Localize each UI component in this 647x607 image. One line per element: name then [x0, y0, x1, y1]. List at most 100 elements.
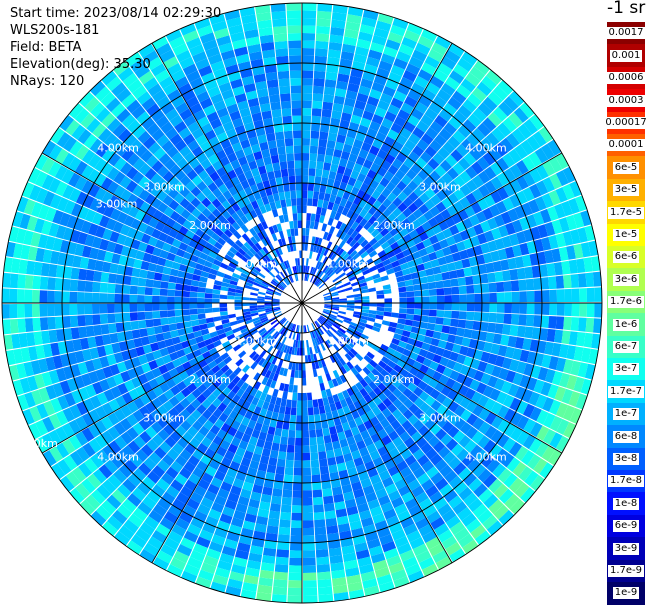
radial-line — [41, 152, 303, 304]
ppi-cell — [280, 318, 287, 326]
ppi-cell — [282, 176, 290, 185]
ppi-cell — [139, 201, 151, 213]
ppi-cell — [360, 315, 369, 321]
ppi-cell — [276, 458, 286, 468]
ppi-cell — [253, 265, 262, 273]
ppi-cell — [109, 263, 119, 274]
ppi-cell — [185, 403, 196, 415]
ppi-cell — [444, 76, 460, 91]
ppi-cell — [76, 401, 89, 416]
ppi-cell — [487, 240, 498, 252]
ppi-cell — [379, 92, 393, 104]
ppi-cell — [338, 523, 351, 533]
ppi-cell — [199, 373, 209, 384]
ppi-cell — [116, 108, 131, 123]
ppi-cell — [287, 168, 295, 177]
ppi-cell — [376, 574, 393, 586]
ppi-cell — [127, 440, 141, 454]
ppi-cell — [159, 303, 168, 311]
ppi-cell — [252, 317, 260, 322]
ppi-cell — [256, 300, 265, 303]
ppi-cell — [282, 115, 292, 124]
ppi-cell — [291, 93, 302, 101]
ppi-cell — [372, 377, 382, 387]
ppi-cell — [62, 136, 77, 152]
ppi-cell — [227, 443, 238, 454]
ppi-cell — [363, 394, 373, 404]
ppi-cell — [413, 290, 422, 297]
ppi-cell — [223, 56, 238, 68]
ppi-cell — [323, 503, 335, 512]
ppi-cell — [217, 560, 233, 572]
ppi-cell — [519, 291, 527, 303]
ppi-cell — [440, 56, 457, 70]
ppi-cell — [355, 131, 366, 142]
ppi-cell — [273, 33, 288, 42]
ppi-cell — [264, 203, 272, 212]
ppi-cell — [319, 262, 325, 271]
ppi-cell — [489, 388, 501, 402]
ppi-cell — [423, 175, 436, 188]
ppi-cell — [432, 549, 449, 564]
ppi-cell — [345, 396, 354, 406]
ppi-cell — [29, 406, 42, 422]
ppi-cell — [89, 347, 100, 360]
ppi-cell — [271, 356, 278, 365]
ppi-cell — [94, 434, 108, 449]
ppi-cell — [205, 369, 215, 379]
ppi-cell — [469, 444, 483, 458]
ppi-cell — [172, 358, 182, 368]
ppi-cell — [210, 93, 224, 105]
ppi-cell — [202, 522, 216, 535]
ppi-cell — [366, 169, 377, 180]
ppi-cell — [472, 503, 488, 519]
ppi-cell — [170, 385, 181, 396]
ppi-cell — [72, 255, 82, 268]
ppi-cell — [255, 323, 264, 330]
ppi-cell — [363, 242, 372, 251]
ppi-cell — [329, 210, 337, 219]
ppi-cell — [269, 201, 277, 211]
ppi-cell — [259, 141, 269, 151]
ppi-cell — [371, 113, 384, 125]
ppi-cell — [395, 134, 408, 146]
ppi-cell — [291, 512, 302, 521]
ppi-cell — [122, 284, 131, 294]
ppi-cell — [317, 199, 324, 208]
ppi-cell — [210, 118, 223, 130]
ppi-cell — [381, 356, 391, 365]
ppi-cell — [531, 327, 541, 340]
ppi-cell — [278, 283, 286, 289]
ppi-cell — [261, 196, 270, 205]
ppi-cell — [549, 173, 562, 190]
colorbar-swatch: 1.7e-7 — [607, 380, 645, 404]
ppi-cell — [280, 436, 288, 445]
ppi-cell — [501, 235, 512, 248]
ppi-cell — [307, 392, 313, 401]
ppi-cell — [452, 232, 463, 244]
ppi-cell — [328, 547, 342, 557]
ppi-cell — [452, 130, 466, 144]
ppi-cell — [111, 253, 121, 265]
ppi-cell — [178, 370, 189, 381]
ppi-cell — [216, 271, 225, 278]
ppi-cell — [594, 287, 602, 302]
ppi-cell — [538, 126, 553, 143]
ppi-cell — [196, 460, 209, 472]
ppi-cell — [384, 111, 397, 123]
ppi-cell — [203, 147, 216, 159]
ppi-cell — [175, 425, 187, 437]
ppi-cell — [46, 290, 55, 303]
ppi-cell — [127, 493, 142, 507]
ppi-cell — [127, 79, 143, 94]
ppi-cell — [245, 263, 254, 271]
ppi-cell — [154, 221, 166, 232]
ppi-cell — [441, 421, 454, 433]
ppi-cell — [405, 239, 416, 249]
ppi-cell — [474, 530, 491, 546]
ppi-cell — [362, 192, 372, 203]
ppi-cell — [403, 273, 412, 281]
ppi-cell — [332, 263, 339, 272]
ppi-cell — [191, 363, 202, 373]
ppi-cell — [329, 354, 336, 364]
